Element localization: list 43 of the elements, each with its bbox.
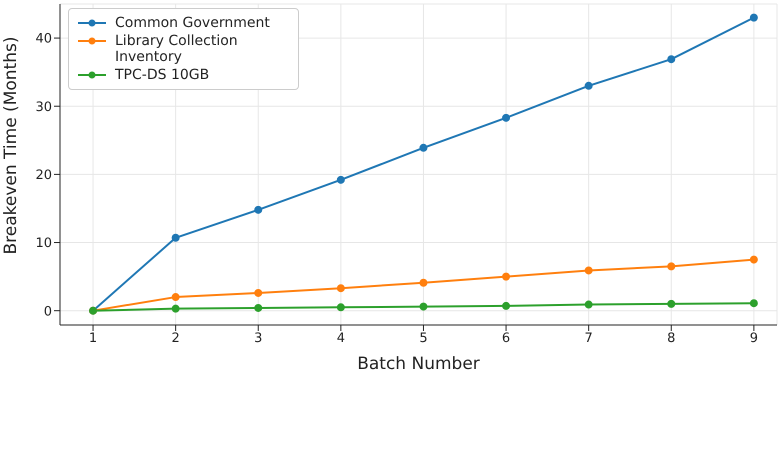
x-axis-title: Batch Number [357,354,480,374]
point [667,300,676,308]
x-tick-label: 3 [254,331,262,346]
point [750,299,758,308]
point [584,300,593,309]
point [502,114,510,122]
y-tick-label: 0 [44,304,52,320]
point [336,176,345,184]
point [172,293,180,302]
point [419,278,428,287]
x-tick-label: 5 [419,331,428,346]
point [254,288,262,297]
point [336,284,345,292]
y-tick-label: 40 [35,32,52,47]
point [172,234,180,242]
point [172,304,180,313]
y-tick-label: 10 [35,236,52,252]
legend-label: Common Government [115,15,270,31]
y-tick-label: 20 [35,168,52,183]
point [254,304,262,312]
x-tick-label: 6 [502,331,510,346]
x-tick-label: 7 [584,331,593,346]
y-axis-title: Breakeven Time (Months) [1,36,22,254]
point [750,14,758,22]
x-tick-label: 9 [750,331,758,346]
x-tick-label: 4 [336,331,345,346]
point [750,256,758,264]
point [584,82,593,90]
point [667,262,676,270]
x-tick-label: 2 [172,331,180,346]
legend-label: TPC-DS 10GB [115,67,210,83]
x-tick-label: 1 [88,331,98,346]
point [336,303,345,312]
legend-label: Library Collection Inventory [115,33,239,65]
point [419,302,428,311]
x-tick-label: 8 [667,331,676,346]
point [584,266,593,274]
point [419,144,428,152]
point [502,302,510,310]
point [667,55,676,64]
y-tick-label: 30 [35,100,52,115]
point [254,206,262,214]
point [502,272,510,281]
